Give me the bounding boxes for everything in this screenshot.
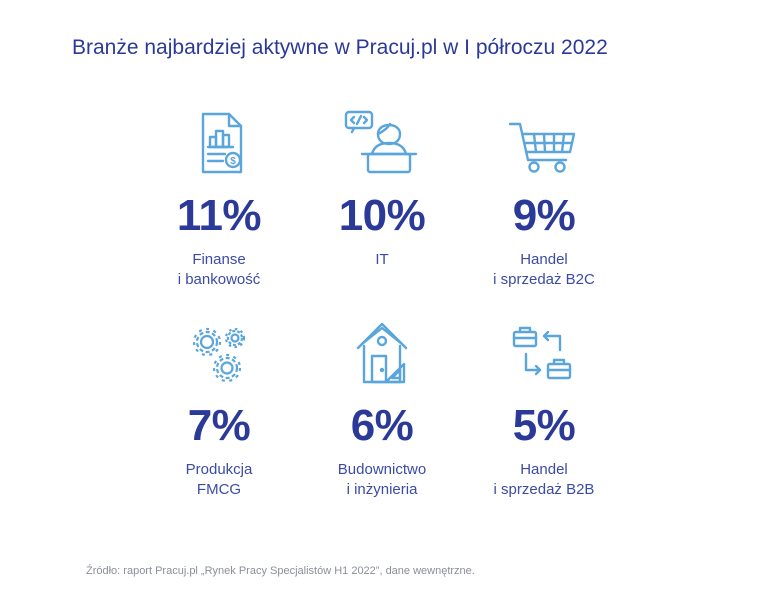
chart-title: Branże najbardziej aktywne w Pracuj.pl w… [72, 36, 608, 59]
svg-text:$: $ [230, 156, 236, 167]
value-construction: 6% [350, 401, 414, 450]
shopping-cart-icon [504, 110, 584, 176]
b2b-exchange-icon [504, 320, 584, 386]
label-it: IT [375, 251, 389, 268]
label-b2b: Handel i sprzedaż B2B [493, 461, 595, 498]
value-b2c: 9% [512, 191, 576, 240]
gears-icon [179, 320, 259, 386]
label-construction: Budownictwo i inżynieria [337, 461, 427, 498]
value-it: 10% [338, 191, 426, 240]
house-construction-icon [342, 320, 422, 386]
value-finance: 11% [176, 191, 262, 240]
value-b2b: 5% [512, 401, 576, 450]
value-fmcg: 7% [187, 401, 251, 450]
source-note: Źródło: raport Pracuj.pl „Rynek Pracy Sp… [86, 565, 475, 577]
label-finance: Finanse i bankowość [177, 251, 261, 288]
programmer-icon [342, 110, 422, 176]
label-b2c: Handel i sprzedaż B2C [493, 251, 595, 288]
label-fmcg: Produkcja FMCG [185, 461, 253, 498]
finance-document-icon: $ [179, 110, 259, 176]
